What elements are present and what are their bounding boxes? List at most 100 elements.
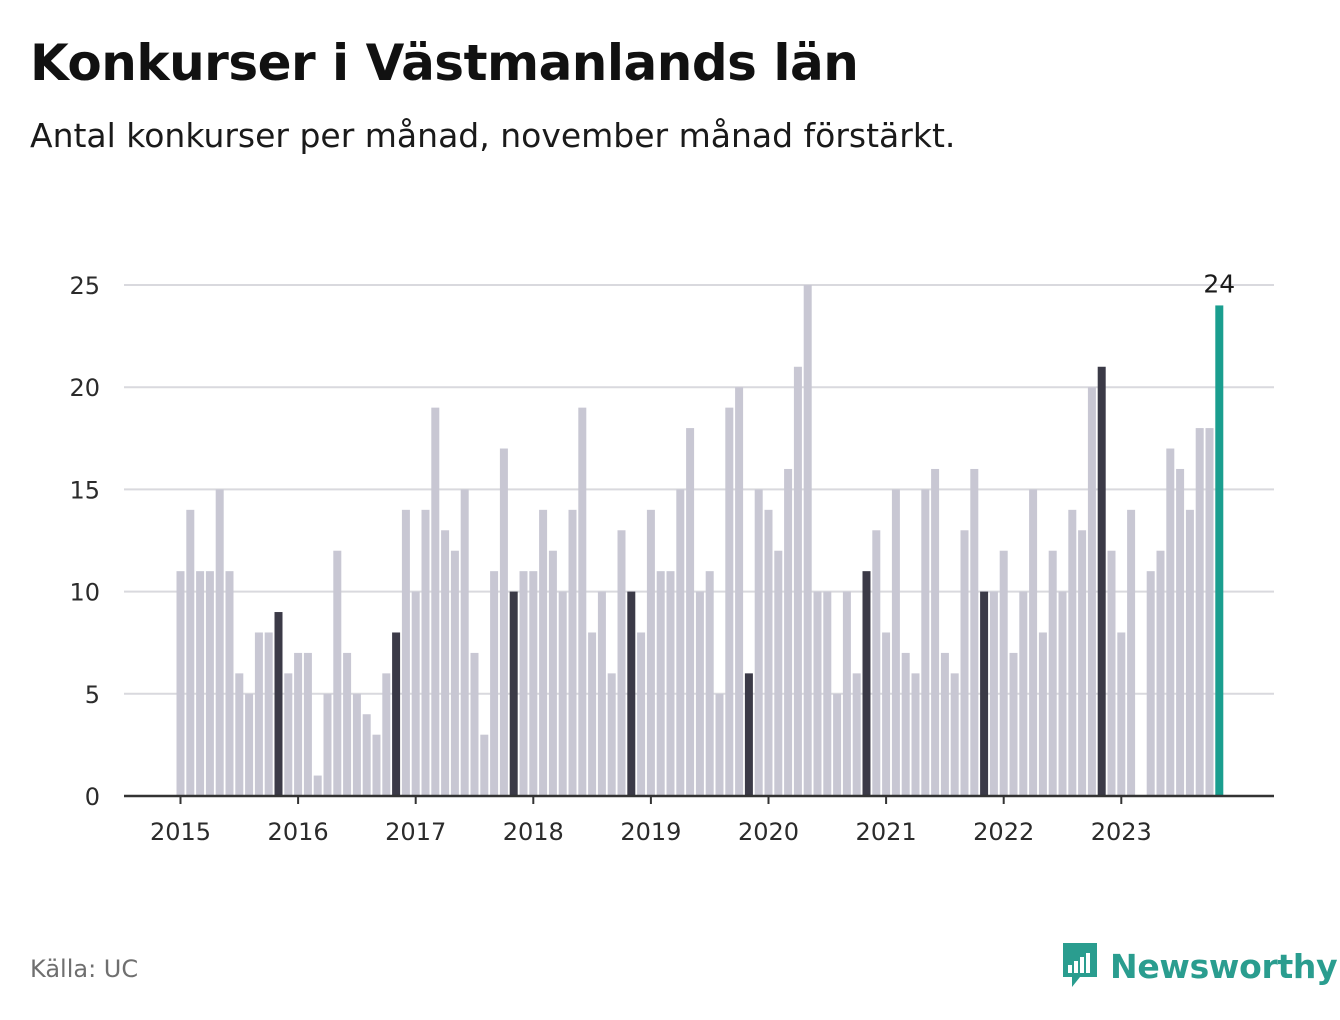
bar bbox=[970, 468, 979, 796]
bar bbox=[411, 591, 420, 796]
bar bbox=[362, 714, 371, 796]
bar bbox=[323, 693, 332, 796]
latest-value-label: 24 bbox=[1203, 269, 1235, 298]
bar bbox=[1185, 509, 1194, 796]
bar bbox=[490, 571, 499, 796]
bar bbox=[656, 571, 665, 796]
bar bbox=[1087, 387, 1096, 796]
bar bbox=[225, 571, 234, 796]
bar bbox=[294, 652, 303, 796]
chart-subtitle: Antal konkurser per månad, november måna… bbox=[30, 116, 956, 155]
brand-logo[interactable]: Newsworthy bbox=[1060, 940, 1338, 992]
bar bbox=[1078, 530, 1087, 796]
chart-title: Konkurser i Västmanlands län bbox=[30, 34, 859, 92]
bar-november bbox=[862, 571, 871, 796]
x-tick-label: 2017 bbox=[385, 818, 446, 846]
x-tick-label: 2016 bbox=[268, 818, 329, 846]
bar bbox=[1146, 571, 1155, 796]
bar-november bbox=[744, 673, 753, 796]
bar bbox=[921, 489, 930, 796]
bar bbox=[352, 693, 361, 796]
bar bbox=[284, 673, 293, 796]
bar-november bbox=[392, 632, 401, 796]
bar bbox=[1029, 489, 1038, 796]
bar bbox=[1068, 509, 1077, 796]
bar-november bbox=[274, 612, 283, 796]
x-tick-label: 2019 bbox=[620, 818, 681, 846]
bar bbox=[450, 550, 459, 796]
bar bbox=[803, 285, 812, 796]
x-tick-label: 2021 bbox=[856, 818, 917, 846]
bar bbox=[960, 530, 969, 796]
bar bbox=[460, 489, 469, 796]
bar bbox=[931, 468, 940, 796]
bar bbox=[539, 509, 548, 796]
bar bbox=[833, 693, 842, 796]
source-note: Källa: UC bbox=[30, 955, 139, 983]
y-tick-label: 25 bbox=[69, 272, 100, 300]
bar bbox=[1107, 550, 1116, 796]
bar bbox=[891, 489, 900, 796]
bar bbox=[1019, 591, 1028, 796]
bar bbox=[793, 366, 802, 796]
bar-november bbox=[1097, 366, 1106, 796]
bar bbox=[911, 673, 920, 796]
bar bbox=[1117, 632, 1126, 796]
bar bbox=[176, 571, 185, 796]
bar bbox=[676, 489, 685, 796]
bar bbox=[254, 632, 263, 796]
bar bbox=[999, 550, 1008, 796]
bar bbox=[784, 468, 793, 796]
bar bbox=[715, 693, 724, 796]
bar bbox=[989, 591, 998, 796]
bar bbox=[1038, 632, 1047, 796]
bar bbox=[617, 530, 626, 796]
x-tick-label: 2015 bbox=[150, 818, 211, 846]
bar bbox=[1166, 448, 1175, 796]
bar bbox=[303, 652, 312, 796]
bar bbox=[842, 591, 851, 796]
bar bbox=[196, 571, 205, 796]
bar bbox=[1176, 468, 1185, 796]
x-tick-label: 2023 bbox=[1091, 818, 1152, 846]
bar bbox=[264, 632, 273, 796]
x-tick-label: 2022 bbox=[973, 818, 1034, 846]
bar bbox=[205, 571, 214, 796]
bar bbox=[754, 489, 763, 796]
bar bbox=[470, 652, 479, 796]
bar bbox=[578, 407, 587, 796]
bars bbox=[176, 285, 1224, 796]
bar bbox=[401, 509, 410, 796]
bar bbox=[186, 509, 195, 796]
bar bbox=[235, 673, 244, 796]
bar bbox=[333, 550, 342, 796]
bar bbox=[882, 632, 891, 796]
bar bbox=[1058, 591, 1067, 796]
bar bbox=[529, 571, 538, 796]
bar bbox=[872, 530, 881, 796]
bar-november bbox=[627, 591, 636, 796]
bar bbox=[646, 509, 655, 796]
bar bbox=[568, 509, 577, 796]
y-tick-label: 15 bbox=[69, 476, 100, 504]
bar bbox=[372, 734, 381, 796]
bar bbox=[382, 673, 391, 796]
brand-name: Newsworthy bbox=[1110, 946, 1338, 986]
bar bbox=[1195, 428, 1204, 796]
bar bbox=[421, 509, 430, 796]
y-tick-label: 0 bbox=[85, 783, 100, 811]
bar bbox=[245, 693, 254, 796]
bar bbox=[666, 571, 675, 796]
bar bbox=[695, 591, 704, 796]
bar bbox=[597, 591, 606, 796]
bar bbox=[215, 489, 224, 796]
bar bbox=[1048, 550, 1057, 796]
bar bbox=[1205, 428, 1214, 796]
bar bbox=[558, 591, 567, 796]
bar bbox=[735, 387, 744, 796]
bar bbox=[588, 632, 597, 796]
x-tick-label: 2018 bbox=[503, 818, 564, 846]
bar bbox=[441, 530, 450, 796]
bar bbox=[764, 509, 773, 796]
